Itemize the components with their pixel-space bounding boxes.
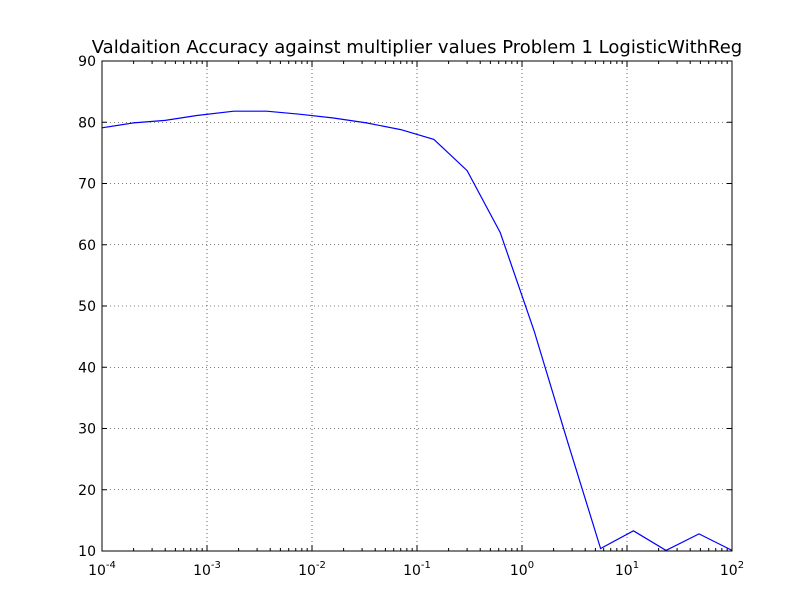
y-tick-label: 90 xyxy=(78,54,96,70)
x-tick-exponent: 1 xyxy=(633,560,639,571)
x-tick-base: 10 xyxy=(193,563,211,579)
x-tick-base: 10 xyxy=(720,563,738,579)
chart-title: Valdaition Accuracy against multiplier v… xyxy=(92,37,743,58)
x-tick-exponent: -2 xyxy=(316,560,326,571)
x-tick-label: 10-2 xyxy=(298,560,326,579)
x-tick-exponent: -3 xyxy=(211,560,221,571)
series-line xyxy=(101,110,733,552)
x-tick-label: 102 xyxy=(720,560,744,579)
y-tick-label: 20 xyxy=(78,483,96,499)
x-tick-label: 10-3 xyxy=(193,560,221,579)
x-tick-base: 10 xyxy=(615,563,633,579)
y-axis-tick-labels: 10 20 30 40 50 60 70 80 90 xyxy=(78,54,96,560)
y-tick-label: 80 xyxy=(78,115,96,131)
y-tick-label: 70 xyxy=(78,177,96,193)
y-tick-label: 30 xyxy=(78,422,96,438)
x-tick-label: 101 xyxy=(615,560,639,579)
x-tick-base: 10 xyxy=(510,563,528,579)
x-tick-label: 10-1 xyxy=(403,560,431,579)
x-tick-exponent: 2 xyxy=(738,560,744,571)
y-tick-label: 50 xyxy=(78,299,96,315)
x-tick-label: 10-4 xyxy=(88,560,116,579)
x-tick-base: 10 xyxy=(298,563,316,579)
y-tick-label: 40 xyxy=(78,360,96,376)
y-tick-label: 60 xyxy=(78,238,96,254)
x-tick-exponent: 0 xyxy=(528,560,534,571)
x-tick-exponent: -4 xyxy=(106,560,116,571)
x-tick-exponent: -1 xyxy=(421,560,431,571)
x-tick-base: 10 xyxy=(88,563,106,579)
x-tick-base: 10 xyxy=(403,563,421,579)
x-axis-tick-labels: 10-4 10-3 10-2 10-1 100 101 102 xyxy=(88,560,744,579)
y-tick-label: 10 xyxy=(78,544,96,560)
plot-frame xyxy=(101,60,733,552)
x-tick-label: 100 xyxy=(510,560,534,579)
